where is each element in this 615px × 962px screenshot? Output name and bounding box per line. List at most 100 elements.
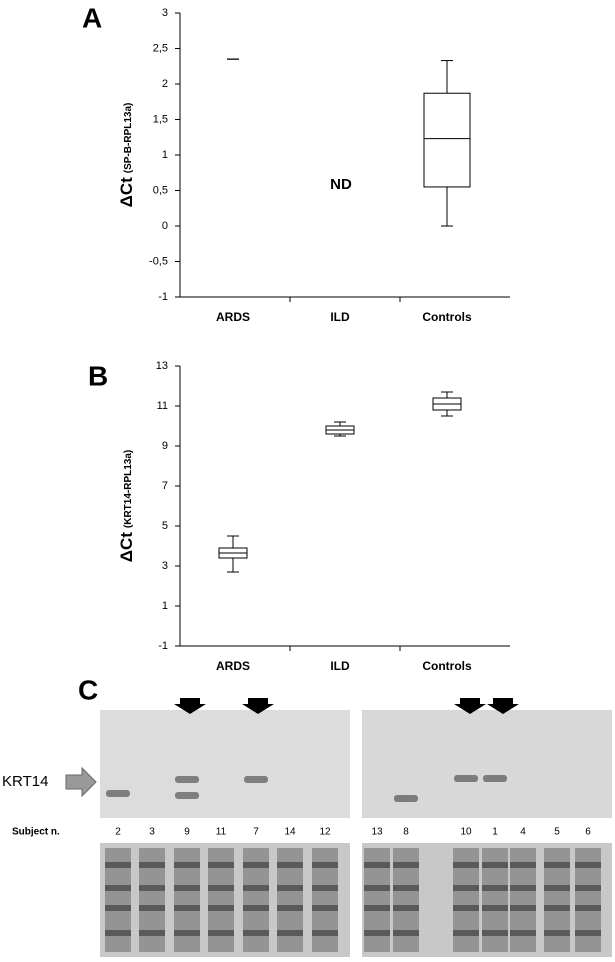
band [105, 862, 131, 868]
y-tick-label: -0,5 [149, 255, 168, 267]
lane-label: 2 [115, 827, 121, 838]
band [277, 885, 303, 891]
band [575, 930, 601, 936]
lane-label: 1 [492, 827, 498, 838]
lane-label: 8 [403, 827, 409, 838]
panel-label: B [88, 360, 108, 391]
band [510, 930, 536, 936]
band [174, 905, 200, 911]
band [139, 905, 165, 911]
arrow [65, 766, 97, 798]
x-tick-label: ARDS [216, 659, 250, 673]
lane-label: 6 [585, 827, 591, 838]
band [243, 930, 269, 936]
band [175, 776, 199, 783]
band [482, 862, 508, 868]
band [454, 775, 478, 782]
band [482, 930, 508, 936]
band [544, 862, 570, 868]
y-axis-label-main: ΔCt [117, 532, 136, 562]
lane-label: 4 [520, 827, 526, 838]
band [174, 930, 200, 936]
band [510, 905, 536, 911]
y-tick-label: 2,5 [153, 42, 168, 54]
band [544, 905, 570, 911]
band [312, 905, 338, 911]
band [510, 862, 536, 868]
subject-label: Subject n. [12, 827, 60, 838]
band [208, 930, 234, 936]
band [364, 885, 390, 891]
arrow [242, 698, 274, 714]
band [105, 905, 131, 911]
y-tick-label: 1 [162, 600, 168, 612]
y-tick-label: 7 [162, 480, 168, 492]
band [393, 930, 419, 936]
y-tick-label: 1,5 [153, 113, 168, 125]
panel-label: C [78, 674, 98, 705]
band [277, 905, 303, 911]
y-tick-label: 1 [162, 149, 168, 161]
band [544, 885, 570, 891]
band [453, 930, 479, 936]
band [106, 790, 130, 797]
panel-label: A [82, 2, 102, 33]
annotation: ND [330, 176, 352, 193]
blot-image [100, 710, 350, 818]
lane-label: 3 [149, 827, 155, 838]
y-axis-label: ΔCt (SP-B-RPL13a) [117, 103, 136, 208]
band [482, 885, 508, 891]
band [174, 862, 200, 868]
y-tick-label: 5 [162, 520, 168, 532]
y-tick-label: 13 [156, 360, 168, 372]
band [364, 862, 390, 868]
band [393, 862, 419, 868]
band [208, 885, 234, 891]
x-tick-label: Controls [422, 659, 472, 673]
band [312, 862, 338, 868]
lane-label: 10 [460, 827, 472, 838]
band [364, 930, 390, 936]
band [544, 930, 570, 936]
band [277, 930, 303, 936]
y-tick-label: -1 [158, 291, 168, 303]
band [482, 905, 508, 911]
lane-label: 9 [184, 827, 190, 838]
band [453, 905, 479, 911]
arrow [454, 698, 486, 714]
lane-label: 5 [554, 827, 560, 838]
y-axis-label-sub: (KRT14-RPL13a) [123, 450, 134, 528]
band [208, 905, 234, 911]
band [575, 905, 601, 911]
y-axis-label-main: ΔCt [117, 177, 136, 207]
y-tick-label: 3 [162, 560, 168, 572]
band [105, 930, 131, 936]
y-axis-label: ΔCt (KRT14-RPL13a) [117, 450, 136, 563]
x-tick-label: ILD [330, 659, 350, 673]
band [394, 795, 418, 802]
band [312, 885, 338, 891]
y-tick-label: 11 [157, 400, 168, 412]
y-tick-label: 0 [162, 220, 168, 232]
band [312, 930, 338, 936]
y-tick-label: -1 [158, 640, 168, 652]
y-tick-label: 9 [162, 440, 168, 452]
lane-label: 7 [253, 827, 259, 838]
band [139, 862, 165, 868]
protein-label: KRT14 [2, 773, 48, 790]
band [575, 862, 601, 868]
y-tick-label: 0,5 [153, 184, 168, 196]
band [483, 775, 507, 782]
band [139, 885, 165, 891]
band [393, 885, 419, 891]
x-tick-label: ILD [330, 310, 350, 324]
band [244, 776, 268, 783]
arrow [487, 698, 519, 714]
band [575, 885, 601, 891]
band [175, 792, 199, 799]
x-tick-label: ARDS [216, 310, 250, 324]
band [243, 862, 269, 868]
x-tick-label: Controls [422, 310, 472, 324]
band [393, 905, 419, 911]
